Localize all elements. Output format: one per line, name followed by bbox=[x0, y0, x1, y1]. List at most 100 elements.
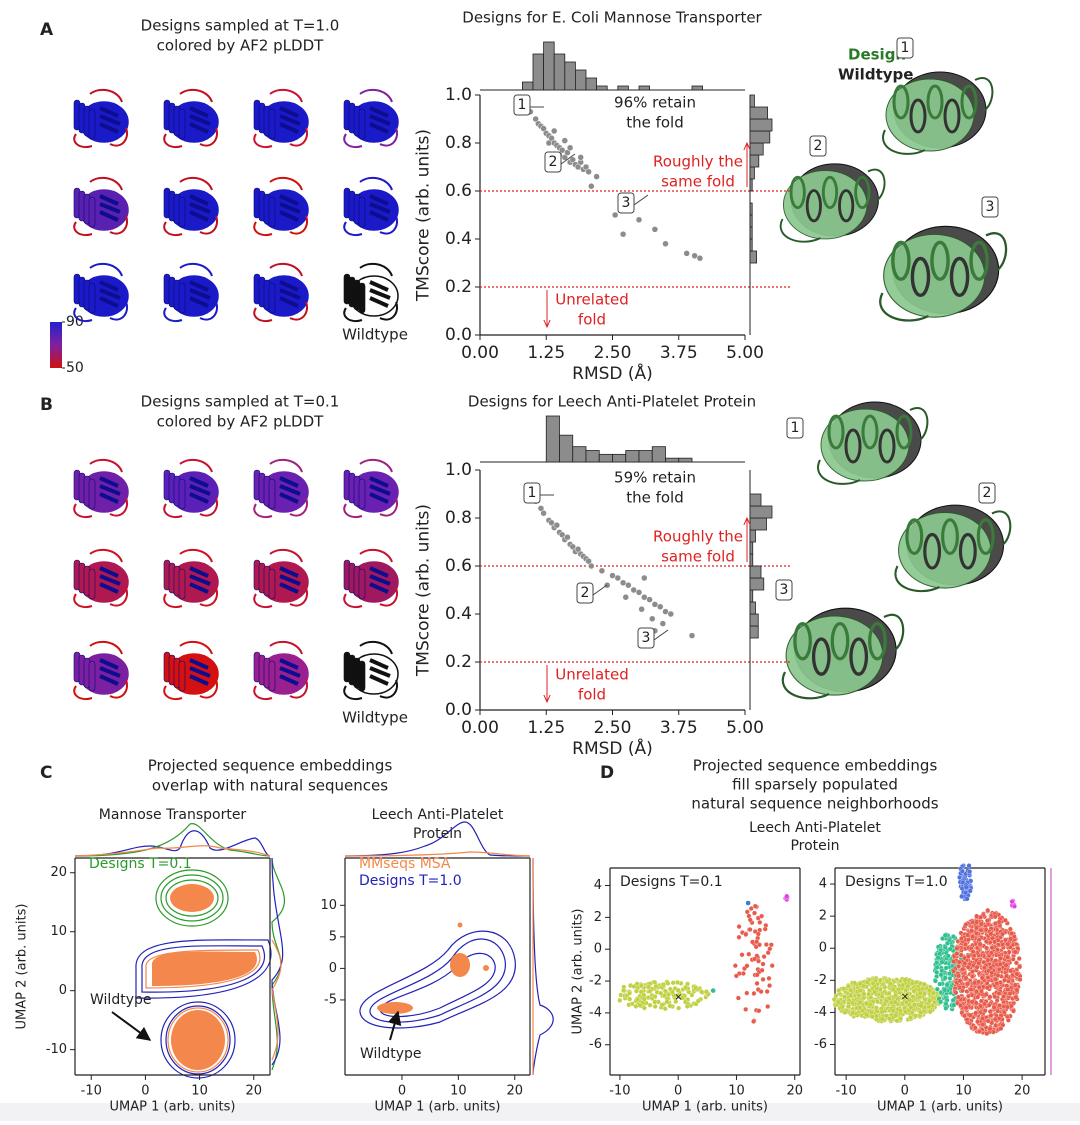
cluster-dot bbox=[984, 918, 990, 924]
cluster-dot bbox=[918, 1003, 924, 1009]
cluster-dot bbox=[758, 989, 764, 995]
x-axis-label: UMAP 1 (arb. units) bbox=[375, 1100, 501, 1115]
cluster-dot bbox=[846, 983, 852, 989]
helix-coil bbox=[941, 518, 959, 555]
y-tick-label: 1.0 bbox=[445, 85, 472, 105]
x-tick-label: 10 bbox=[191, 1083, 208, 1098]
cluster-dot bbox=[760, 961, 766, 967]
helix-coil bbox=[789, 175, 806, 210]
cluster-dot bbox=[972, 1025, 978, 1031]
cluster-dot bbox=[967, 888, 973, 894]
cluster-dot bbox=[869, 1014, 875, 1020]
structure-helix bbox=[358, 196, 366, 228]
y-tick-label: 4 bbox=[594, 878, 602, 893]
x-tick-label: 0 bbox=[141, 1083, 149, 1098]
structure-sheet bbox=[189, 476, 211, 504]
structure-helix bbox=[88, 282, 96, 314]
point bbox=[662, 240, 669, 248]
cluster-dot bbox=[842, 1010, 848, 1015]
structure-sheet bbox=[99, 106, 121, 134]
wildtype-label: Wildtype bbox=[90, 992, 151, 1008]
cluster-dot bbox=[886, 990, 892, 996]
cluster-dot bbox=[942, 987, 948, 993]
cluster-cloud bbox=[957, 863, 974, 902]
cluster-dot bbox=[945, 953, 951, 959]
y-tick-label: 0 bbox=[59, 983, 67, 998]
hist-bar bbox=[749, 106, 769, 120]
x-tick-label: 0.00 bbox=[461, 718, 499, 738]
colorbar-label: 90 bbox=[66, 314, 84, 330]
structure-helix bbox=[88, 478, 96, 510]
point-label: 2 bbox=[549, 154, 558, 170]
structure-helix bbox=[178, 568, 186, 600]
point bbox=[662, 608, 669, 615]
hist-bar bbox=[638, 450, 653, 463]
structure-loop bbox=[73, 88, 128, 148]
structure-loop bbox=[343, 458, 398, 518]
cluster-dot bbox=[1000, 931, 1005, 937]
cluster-dot bbox=[932, 999, 937, 1005]
cluster-dot bbox=[1002, 937, 1008, 943]
x-tick-label: 5.00 bbox=[726, 718, 764, 738]
cluster-dot bbox=[1002, 977, 1008, 983]
cluster-dot bbox=[857, 988, 863, 994]
cluster-cloud bbox=[831, 975, 944, 1024]
structure-thumbnail bbox=[253, 640, 309, 700]
cluster-dot bbox=[910, 980, 916, 986]
cluster-dot bbox=[956, 963, 961, 969]
cluster-dot bbox=[856, 993, 862, 999]
loop bbox=[781, 613, 905, 700]
helix-coil bbox=[827, 414, 845, 450]
y-tick-label: 0.4 bbox=[445, 229, 472, 249]
cluster-dot bbox=[756, 942, 762, 948]
y-tick-label: 20 bbox=[50, 865, 67, 880]
cluster-dot bbox=[868, 1009, 874, 1015]
cluster-dot bbox=[627, 996, 633, 1002]
cluster-dot bbox=[877, 977, 883, 983]
structure-helix bbox=[268, 282, 276, 314]
hist-bar bbox=[749, 214, 753, 228]
cluster-dot bbox=[743, 1006, 749, 1012]
cluster-dot bbox=[627, 990, 633, 996]
hist-bar bbox=[749, 577, 765, 591]
cluster-dot bbox=[970, 934, 976, 940]
cluster-dot bbox=[746, 951, 752, 957]
point-label: 3 bbox=[622, 195, 631, 211]
cluster-dot bbox=[987, 1026, 993, 1032]
cluster-dot bbox=[784, 893, 790, 899]
cluster-dot bbox=[897, 1008, 903, 1014]
wildtype-marker: × bbox=[674, 992, 682, 1003]
cluster-dot bbox=[997, 961, 1003, 967]
cluster-dot bbox=[836, 987, 842, 993]
cluster-dot bbox=[943, 965, 949, 971]
cluster-dot bbox=[739, 952, 745, 958]
hist-bar bbox=[559, 434, 574, 463]
cluster-dot bbox=[1004, 973, 1009, 979]
cluster-dot bbox=[756, 958, 761, 964]
cluster-dot bbox=[1010, 956, 1016, 962]
cluster-dot bbox=[747, 927, 753, 933]
cluster-dot bbox=[989, 970, 995, 976]
cluster-dot bbox=[890, 1008, 896, 1014]
footer-bar bbox=[0, 1103, 1080, 1121]
structure-loop bbox=[73, 262, 128, 322]
cluster-dot bbox=[921, 991, 927, 997]
helix-coil bbox=[958, 532, 977, 570]
panel-label: C bbox=[40, 763, 52, 783]
structure-helix bbox=[178, 108, 186, 140]
cluster-dot bbox=[918, 1009, 924, 1015]
structure-sheet bbox=[279, 280, 301, 308]
y-tick-label: 1.0 bbox=[445, 460, 472, 480]
hist-bar bbox=[749, 565, 762, 579]
point bbox=[630, 586, 637, 594]
cluster-dot bbox=[675, 980, 680, 985]
cluster-dot bbox=[956, 959, 962, 965]
cluster-dot bbox=[879, 993, 885, 999]
annotation: same fold bbox=[661, 548, 735, 566]
cluster-dot bbox=[984, 945, 990, 951]
cluster-dot bbox=[953, 990, 959, 996]
hist-bar bbox=[596, 85, 608, 91]
annotation: fold bbox=[578, 686, 606, 704]
structure-helix bbox=[88, 568, 96, 600]
cluster-dot bbox=[1002, 917, 1008, 923]
